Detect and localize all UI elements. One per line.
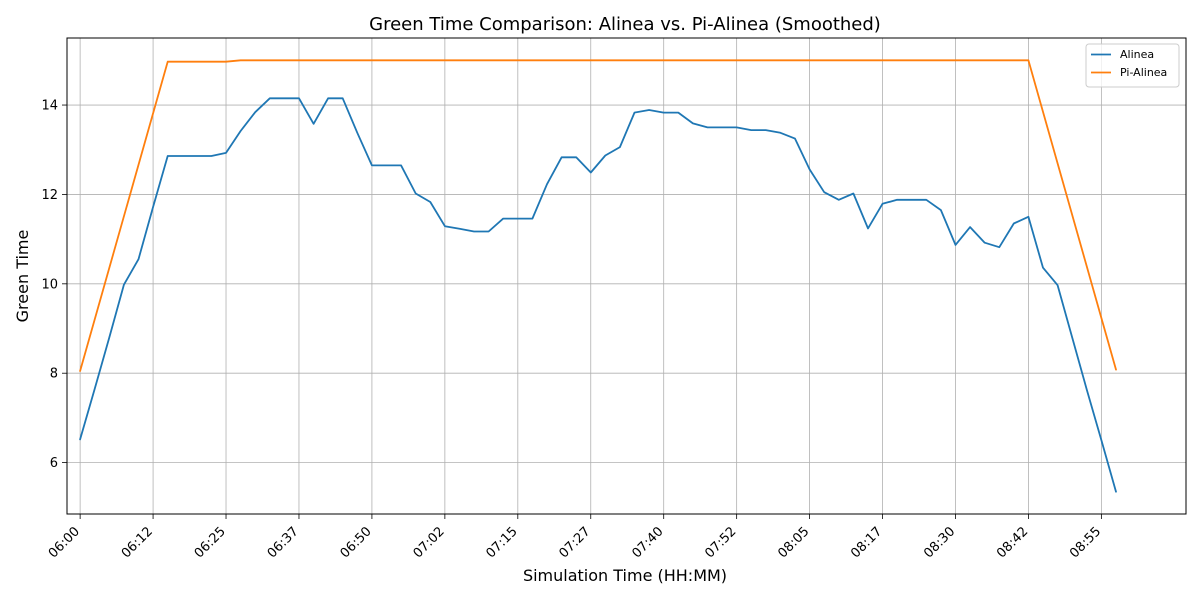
- y-tick-label: 10: [41, 277, 58, 292]
- series-line-alinea: [79, 97, 1117, 493]
- y-axis: 6 8 10 12 14: [41, 99, 67, 471]
- series-layer: [79, 59, 1117, 493]
- legend-label: Alinea: [1120, 48, 1154, 61]
- grid-lines: [67, 38, 1186, 514]
- plot-frame: [66, 37, 1187, 515]
- y-tick-label: 6: [50, 456, 58, 471]
- x-axis-label: Simulation Time (HH:MM): [523, 566, 727, 585]
- legend: Alinea Pi-Alinea: [1085, 43, 1180, 88]
- y-tick-label: 8: [50, 367, 58, 382]
- legend-label: Pi-Alinea: [1120, 66, 1167, 79]
- y-axis-label: Green Time: [13, 230, 32, 323]
- y-tick-label: 12: [41, 188, 58, 203]
- y-tick-label: 14: [41, 99, 58, 114]
- series-line-pi-alinea: [79, 59, 1117, 372]
- chart-title: Green Time Comparison: Alinea vs. Pi-Ali…: [369, 14, 881, 35]
